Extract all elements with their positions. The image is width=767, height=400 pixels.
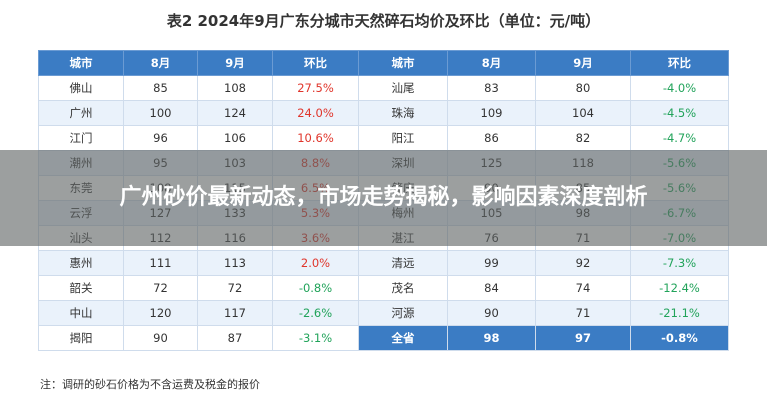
- cell: 82: [535, 125, 631, 151]
- table-row: 惠州 111 113 2.0% 清远 99 92 -7.3%: [38, 250, 729, 276]
- cell: 90: [447, 300, 536, 326]
- footnote: 注：调研的砂石价格为不含运费及税金的报价: [40, 378, 260, 391]
- headline: 广州砂价最新动态，市场走势揭秘，影响因素深度剖析: [119, 185, 648, 210]
- cell: 江门: [38, 125, 124, 151]
- cell: 茂名: [358, 275, 448, 301]
- cell: 90: [123, 325, 198, 351]
- cell: 84: [447, 275, 536, 301]
- cell: -12.4%: [630, 275, 729, 301]
- cell: -2.6%: [272, 300, 359, 326]
- cell: 96: [123, 125, 198, 151]
- cell: 72: [123, 275, 198, 301]
- cell: -0.8%: [630, 325, 729, 351]
- cell: 韶关: [38, 275, 124, 301]
- cell: 92: [535, 250, 631, 276]
- cell: -3.1%: [272, 325, 359, 351]
- table-row: 韶关 72 72 -0.8% 茂名 84 74 -12.4%: [38, 275, 729, 301]
- table-row: 中山 120 117 -2.6% 河源 90 71 -21.1%: [38, 300, 729, 326]
- cell: 汕尾: [358, 75, 448, 101]
- table-row: 揭阳 90 87 -3.1% 全省 98 97 -0.8%: [38, 325, 729, 351]
- cell: 2.0%: [272, 250, 359, 276]
- cell: 117: [197, 300, 273, 326]
- table-row: 江门 96 106 10.6% 阳江 86 82 -4.7%: [38, 125, 729, 151]
- cell: -21.1%: [630, 300, 729, 326]
- cell: 10.6%: [272, 125, 359, 151]
- table-title: 表2 2024年9月广东分城市天然碎石均价及环比（单位：元/吨）: [166, 12, 601, 30]
- cell: 广州: [38, 100, 124, 126]
- header-row: 城市 8月 9月 环比 城市 8月 9月 环比: [38, 50, 729, 76]
- column-header: 城市: [358, 50, 448, 76]
- table-row: 佛山 85 108 27.5% 汕尾 83 80 -4.0%: [38, 75, 729, 101]
- cell: -4.7%: [630, 125, 729, 151]
- cell: 24.0%: [272, 100, 359, 126]
- cell: 清远: [358, 250, 448, 276]
- cell: 97: [535, 325, 631, 351]
- cell: 全省: [358, 325, 448, 351]
- cell: -4.5%: [630, 100, 729, 126]
- table-row: 广州 100 124 24.0% 珠海 109 104 -4.5%: [38, 100, 729, 126]
- cell: 74: [535, 275, 631, 301]
- column-header: 9月: [197, 50, 273, 76]
- cell: 106: [197, 125, 273, 151]
- column-header: 城市: [38, 50, 124, 76]
- cell: 109: [447, 100, 536, 126]
- column-header: 9月: [535, 50, 631, 76]
- cell: 惠州: [38, 250, 124, 276]
- cell: 124: [197, 100, 273, 126]
- cell: 86: [447, 125, 536, 151]
- cell: 104: [535, 100, 631, 126]
- cell: 111: [123, 250, 198, 276]
- cell: 佛山: [38, 75, 124, 101]
- cell: 中山: [38, 300, 124, 326]
- column-header: 8月: [447, 50, 536, 76]
- cell: 108: [197, 75, 273, 101]
- cell: 揭阳: [38, 325, 124, 351]
- cell: 80: [535, 75, 631, 101]
- cell: 71: [535, 300, 631, 326]
- cell: -4.0%: [630, 75, 729, 101]
- cell: 河源: [358, 300, 448, 326]
- cell: 113: [197, 250, 273, 276]
- cell: 阳江: [358, 125, 448, 151]
- cell: 72: [197, 275, 273, 301]
- cell: -0.8%: [272, 275, 359, 301]
- cell: 100: [123, 100, 198, 126]
- banner: 广州砂价最新动态，市场走势揭秘，影响因素深度剖析: [0, 150, 767, 246]
- cell: -7.3%: [630, 250, 729, 276]
- column-header: 环比: [272, 50, 359, 76]
- cell: 99: [447, 250, 536, 276]
- cell: 98: [447, 325, 536, 351]
- cell: 120: [123, 300, 198, 326]
- cell: 85: [123, 75, 198, 101]
- cell: 83: [447, 75, 536, 101]
- cell: 珠海: [358, 100, 448, 126]
- column-header: 环比: [630, 50, 729, 76]
- cell: 27.5%: [272, 75, 359, 101]
- cell: 87: [197, 325, 273, 351]
- column-header: 8月: [123, 50, 198, 76]
